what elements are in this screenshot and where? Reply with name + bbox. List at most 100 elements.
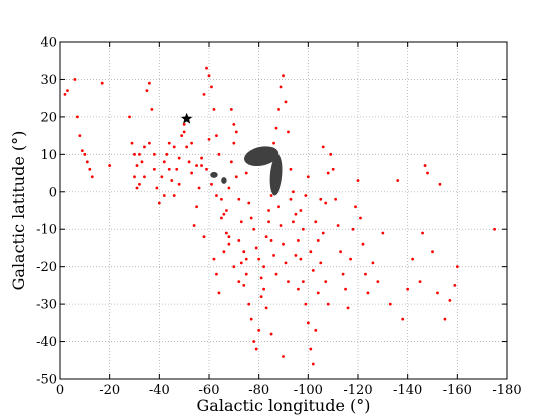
data-point	[272, 141, 275, 145]
data-point	[239, 220, 243, 224]
data-point	[354, 205, 357, 209]
data-point	[299, 209, 303, 212]
data-point	[73, 78, 77, 81]
data-point	[234, 175, 238, 179]
data-point	[227, 242, 231, 246]
data-point	[207, 137, 211, 141]
data-point	[210, 85, 213, 89]
data-point	[177, 156, 181, 160]
data-point	[133, 152, 136, 156]
data-point	[259, 295, 263, 299]
data-point	[279, 224, 283, 227]
data-point	[406, 287, 410, 291]
data-point	[301, 227, 305, 231]
data-point	[272, 254, 275, 257]
data-point	[436, 291, 439, 295]
data-point	[160, 175, 164, 179]
data-point	[167, 167, 171, 171]
data-point	[267, 209, 270, 212]
data-point	[396, 179, 400, 182]
data-point	[162, 194, 166, 197]
data-point	[220, 197, 223, 201]
data-point	[448, 298, 452, 302]
data-point	[215, 194, 218, 197]
data-point	[284, 100, 288, 104]
data-point	[304, 302, 308, 306]
data-point	[351, 227, 355, 231]
data-point	[289, 167, 293, 171]
data-point	[294, 254, 298, 257]
data-point	[311, 362, 315, 366]
data-point	[83, 152, 87, 156]
data-point	[152, 152, 156, 156]
data-point	[423, 164, 427, 167]
data-point	[294, 212, 298, 216]
data-point	[227, 235, 231, 239]
data-point	[274, 126, 278, 130]
data-point	[314, 328, 318, 332]
data-point	[180, 134, 184, 138]
data-point	[237, 197, 241, 201]
data-point	[232, 265, 236, 269]
data-point	[63, 93, 67, 96]
data-point	[152, 167, 156, 171]
data-point	[277, 205, 280, 209]
data-point	[431, 250, 434, 254]
x-tick-label: -20	[99, 383, 120, 398]
data-point	[297, 239, 300, 242]
data-point	[207, 74, 211, 78]
data-point	[229, 160, 233, 164]
data-point	[215, 272, 218, 276]
y-tick-label: -40	[36, 335, 57, 350]
data-point	[247, 302, 251, 306]
data-point	[187, 160, 191, 164]
data-point	[336, 224, 340, 227]
data-point	[222, 250, 226, 254]
data-point	[252, 227, 256, 231]
data-point	[341, 272, 345, 276]
data-point	[321, 231, 325, 235]
data-point	[277, 108, 280, 111]
data-point	[292, 220, 295, 224]
data-point	[239, 261, 243, 265]
data-point	[249, 317, 253, 321]
data-point	[388, 302, 392, 306]
x-axis-label: Galactic longitude (°)	[197, 396, 371, 415]
y-tick-label: -10	[36, 223, 57, 238]
dark-region	[269, 154, 283, 196]
data-point	[170, 179, 174, 182]
data-point	[229, 108, 233, 111]
data-point	[259, 276, 263, 280]
y-tick-label: -50	[36, 373, 57, 388]
data-point	[254, 347, 258, 351]
data-point	[100, 81, 104, 85]
data-point	[262, 287, 266, 291]
data-point	[326, 302, 330, 306]
data-point	[282, 74, 285, 78]
data-point	[344, 287, 347, 291]
data-point	[145, 89, 149, 93]
data-point	[411, 257, 415, 261]
data-point	[138, 152, 141, 156]
y-tick-label: 10	[40, 148, 57, 163]
data-point	[232, 122, 236, 126]
data-point	[311, 269, 315, 272]
y-tick-label: -20	[36, 260, 57, 275]
y-tick-label: 40	[40, 36, 57, 51]
data-point	[309, 250, 313, 254]
data-point	[376, 280, 380, 284]
data-point	[210, 182, 213, 186]
data-point	[301, 280, 305, 284]
data-point	[269, 332, 273, 336]
data-point	[316, 291, 320, 295]
grid	[60, 42, 507, 379]
x-tick-label: 0	[56, 383, 64, 398]
data-points	[63, 66, 496, 366]
data-point	[334, 197, 338, 201]
data-point	[421, 231, 424, 235]
data-point	[443, 317, 447, 321]
data-point	[244, 257, 248, 261]
data-point	[287, 280, 290, 284]
data-point	[269, 194, 273, 197]
data-point	[306, 175, 310, 179]
